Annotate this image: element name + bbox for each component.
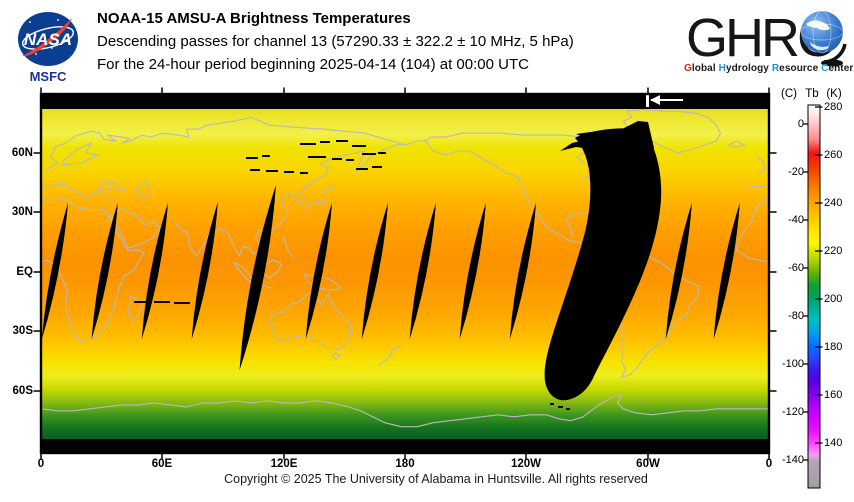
pass-start-arrow-icon bbox=[646, 93, 683, 107]
ghrc-globe-icon bbox=[800, 10, 847, 67]
colorbar-celsius-tick-label: 0 bbox=[797, 118, 804, 130]
colorbar-kelvin-tick-label: 260 bbox=[824, 149, 843, 161]
data-gap-swaths bbox=[41, 121, 740, 410]
nasa-orbit-ellipse bbox=[21, 26, 75, 50]
colorbar bbox=[808, 105, 820, 488]
colorbar-celsius-tick-label: -60 bbox=[788, 262, 804, 274]
colorbar-kelvin-tick-label: 180 bbox=[824, 341, 843, 353]
colorbar-kelvin-tick-label: 280 bbox=[824, 101, 843, 113]
gap-lens bbox=[665, 202, 692, 340]
south-polar-gap bbox=[41, 439, 769, 453]
lon-tick-label: 0 bbox=[37, 458, 45, 470]
ghrc-tagline-part: esource bbox=[779, 63, 822, 74]
colorbar-celsius-tick-label: -80 bbox=[788, 310, 804, 322]
colorbar-kelvin-tick-label: 200 bbox=[824, 293, 843, 305]
lat-tick-label: 60S bbox=[12, 385, 33, 397]
colorbar-ticks bbox=[803, 106, 823, 461]
axis-ticks bbox=[33, 87, 777, 460]
lat-tick-label: 30N bbox=[11, 206, 33, 218]
ghrc-tagline: Global Hydrology Resource Center bbox=[684, 63, 853, 74]
colorbar-header-tb: Tb bbox=[805, 88, 819, 100]
gap-lens bbox=[509, 202, 537, 340]
ghrc-tagline-part: R bbox=[771, 63, 780, 74]
ghrc-tagline-part: lobal bbox=[691, 63, 719, 74]
lon-tick-label: 120W bbox=[510, 458, 542, 470]
lat-tick-label: 30S bbox=[12, 325, 33, 337]
lon-tick-label: 0 bbox=[765, 458, 773, 470]
colorbar-frame bbox=[807, 104, 821, 489]
gap-lens bbox=[91, 202, 118, 340]
wide-gap-swath bbox=[544, 128, 662, 401]
gap-lens bbox=[239, 184, 276, 371]
gap-lens bbox=[361, 202, 389, 340]
colorbar-header-celsius: (C) bbox=[781, 88, 797, 100]
gap-lens bbox=[459, 202, 486, 340]
gap-lens bbox=[713, 202, 740, 340]
lon-tick-label: 180 bbox=[395, 458, 415, 470]
colorbar-celsius-tick-label: -40 bbox=[788, 214, 804, 226]
gap-lens bbox=[191, 201, 218, 340]
lon-tick-label: 60W bbox=[636, 458, 660, 470]
lat-tick-label: EQ bbox=[16, 266, 33, 278]
page-subtitle-channel: Descending passes for channel 13 (57290.… bbox=[97, 33, 574, 50]
lat-tick-label: 60N bbox=[11, 147, 33, 159]
nasa-logo: NASA bbox=[18, 12, 78, 66]
ghrc-tagline-part: C bbox=[821, 63, 829, 74]
lon-tick-label: 60E bbox=[151, 458, 173, 470]
msfc-label: MSFC bbox=[29, 69, 67, 84]
colorbar-celsius-tick-label: -120 bbox=[781, 406, 804, 418]
gap-lens bbox=[409, 202, 436, 340]
lon-tick-label: 120E bbox=[270, 458, 298, 470]
north-polar-gap bbox=[41, 94, 769, 109]
colorbar-kelvin-tick-label: 220 bbox=[824, 245, 843, 257]
gap-lens bbox=[41, 202, 69, 340]
page-subtitle-period: For the 24-hour period beginning 2025-04… bbox=[97, 56, 529, 73]
colorbar-celsius-tick-label: -100 bbox=[781, 358, 804, 370]
colorbar-kelvin-tick-label: 240 bbox=[824, 197, 843, 209]
colorbar-header-kelvin: (K) bbox=[826, 88, 842, 100]
colorbar-celsius-tick-label: -140 bbox=[781, 454, 804, 466]
ghrc-tagline-part: enter bbox=[828, 63, 854, 74]
colorbar-kelvin-tick-label: 160 bbox=[824, 389, 843, 401]
colorbar-celsius-tick-label: -20 bbox=[788, 166, 804, 178]
ghrc-logo: GHRC bbox=[686, 8, 847, 68]
dashed-gaps-north bbox=[246, 140, 386, 174]
ghrc-tagline-part: G bbox=[684, 63, 692, 74]
gap-lens bbox=[141, 202, 168, 340]
page-title: NOAA-15 AMSU-A Brightness Temperatures bbox=[97, 10, 411, 27]
gap-lens bbox=[305, 202, 332, 340]
coastlines bbox=[41, 108, 769, 428]
colorbar-kelvin-tick-label: 140 bbox=[824, 437, 843, 449]
hudson-gap-patch bbox=[560, 121, 654, 160]
nasa-logo-text: NASA bbox=[24, 30, 72, 49]
temperature-field bbox=[41, 95, 769, 453]
ghrc-tagline-part: ydrology bbox=[725, 63, 772, 74]
ghrc-tagline-part: H bbox=[718, 63, 726, 74]
dashed-gaps-south bbox=[134, 301, 570, 410]
copyright-notice: Copyright © 2025 The University of Alaba… bbox=[224, 472, 648, 486]
